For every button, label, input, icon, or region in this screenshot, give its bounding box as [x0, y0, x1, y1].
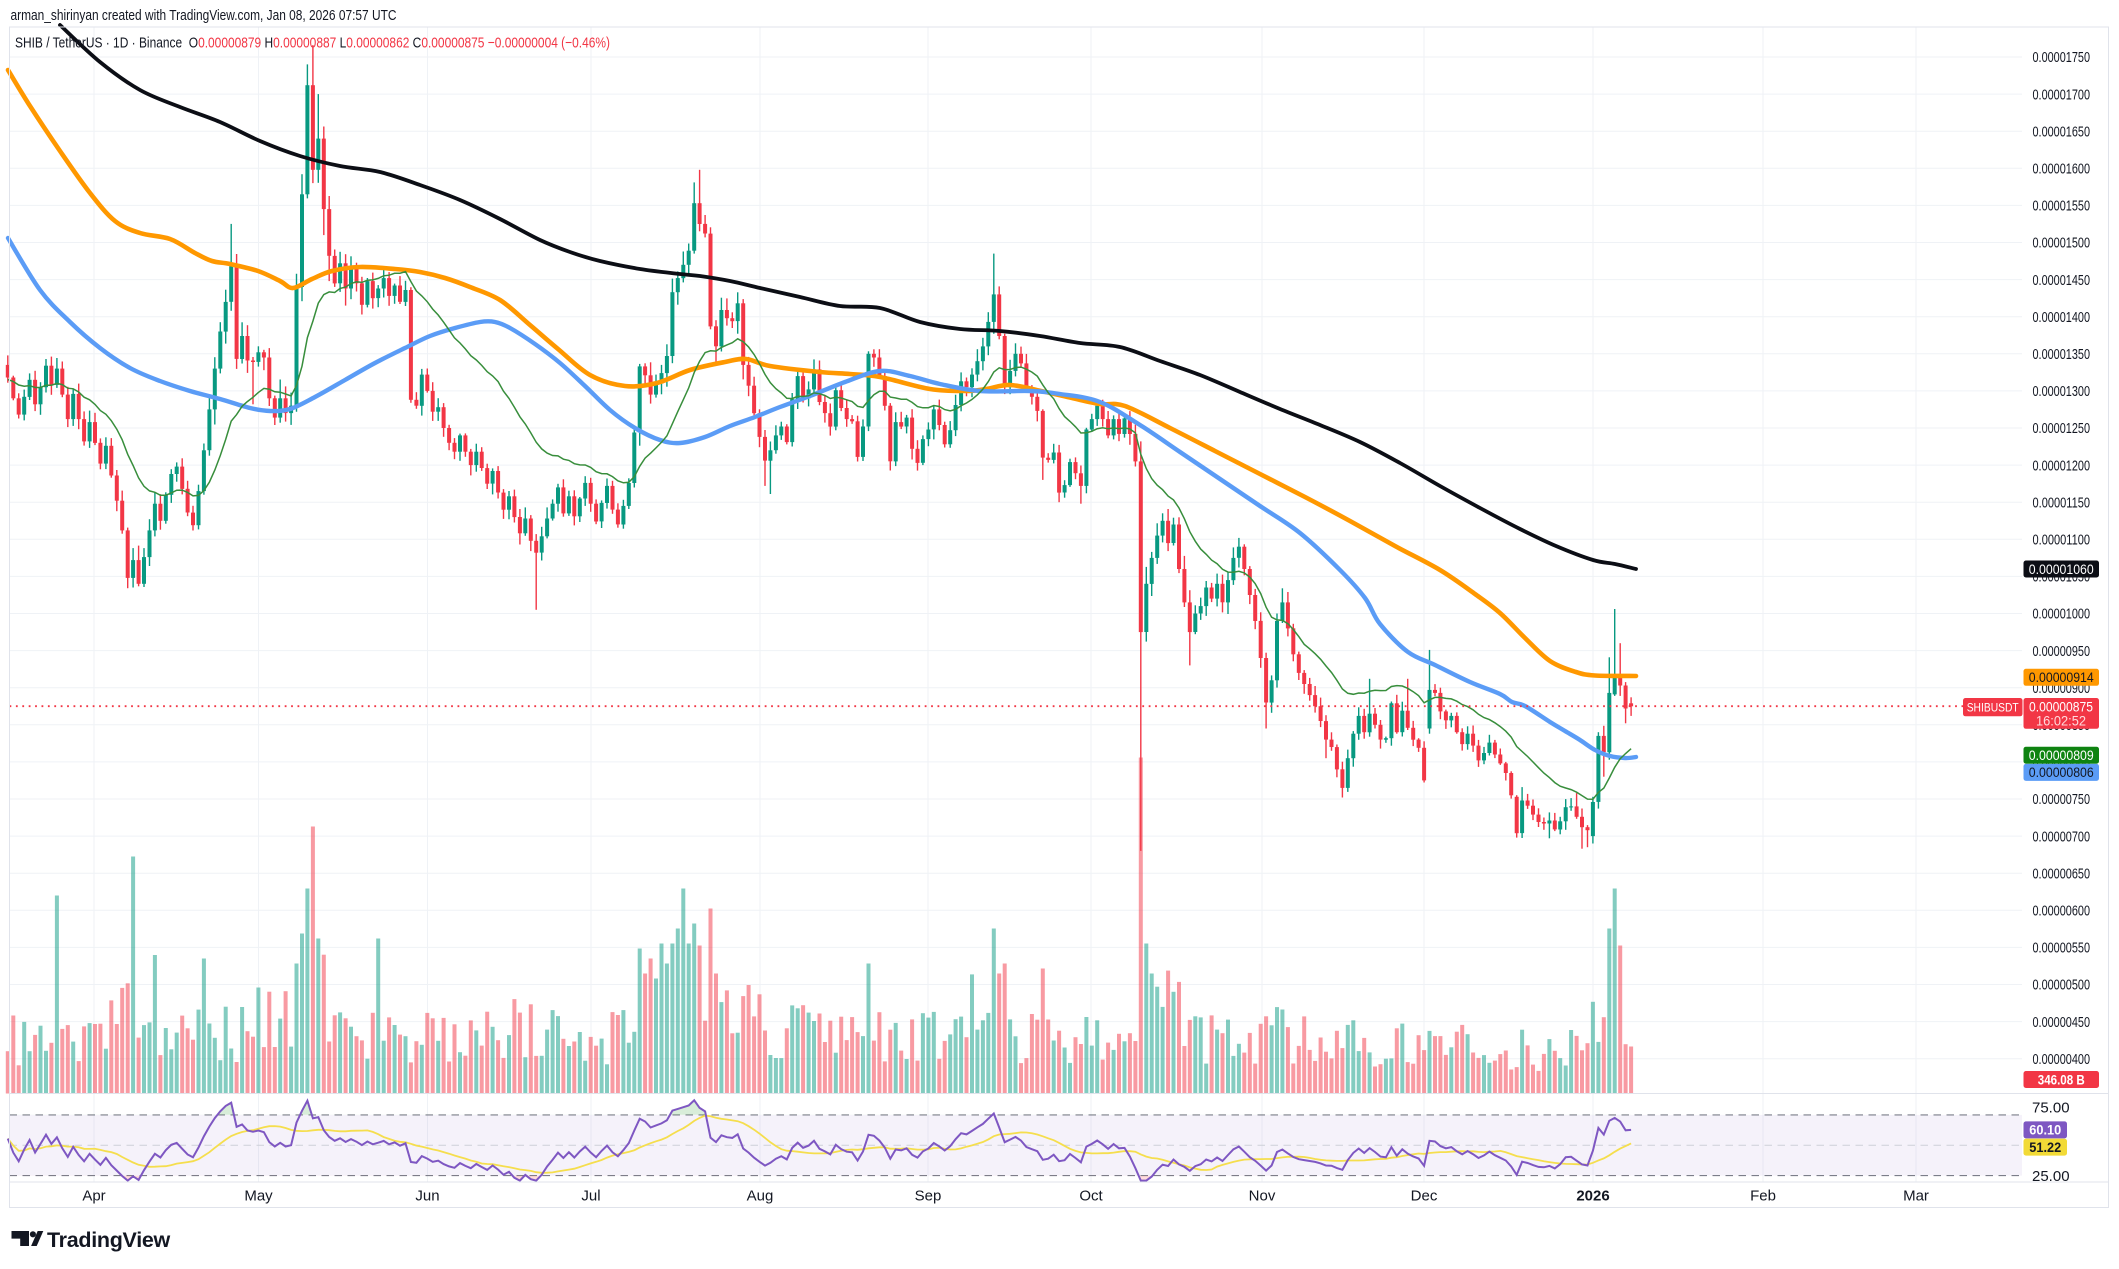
- svg-text:Mar: Mar: [1903, 1188, 1929, 1205]
- svg-text:0.00001100: 0.00001100: [2033, 533, 2091, 549]
- svg-text:Apr: Apr: [82, 1188, 105, 1205]
- svg-text:SHIBUSDT: SHIBUSDT: [1967, 701, 2020, 715]
- svg-text:May: May: [244, 1188, 273, 1205]
- svg-text:0.00001400: 0.00001400: [2033, 310, 2091, 326]
- svg-text:arman_shirinyan created with T: arman_shirinyan created with TradingView…: [11, 8, 397, 24]
- svg-text:Sep: Sep: [915, 1188, 942, 1205]
- svg-text:0.00000550: 0.00000550: [2033, 941, 2091, 957]
- svg-text:0.00000450: 0.00000450: [2033, 1015, 2091, 1031]
- svg-text:0.00000500: 0.00000500: [2033, 978, 2091, 994]
- svg-text:0.00000700: 0.00000700: [2033, 829, 2091, 845]
- svg-text:0.00000750: 0.00000750: [2033, 792, 2091, 808]
- svg-text:51.22: 51.22: [2029, 1140, 2061, 1155]
- svg-text:Jul: Jul: [581, 1188, 600, 1205]
- svg-text:60.10: 60.10: [2029, 1123, 2061, 1138]
- svg-text:0.00001300: 0.00001300: [2033, 384, 2091, 400]
- svg-text:0.00000600: 0.00000600: [2033, 904, 2091, 920]
- svg-text:0.00000806: 0.00000806: [2029, 765, 2094, 780]
- svg-text:0.00000914: 0.00000914: [2029, 670, 2094, 685]
- svg-text:346.08 B: 346.08 B: [2038, 1072, 2085, 1087]
- svg-text:0.00000875: 0.00000875: [2029, 700, 2093, 715]
- svg-text:0.00001550: 0.00001550: [2033, 199, 2091, 215]
- svg-text:0.00001600: 0.00001600: [2033, 162, 2091, 178]
- svg-text:Oct: Oct: [1079, 1188, 1103, 1205]
- svg-text:0.00001500: 0.00001500: [2033, 236, 2091, 252]
- svg-text:SHIB / TetherUS · 1D · Binance: SHIB / TetherUS · 1D · Binance O0.000008…: [15, 35, 610, 52]
- svg-text:0.00001650: 0.00001650: [2033, 124, 2091, 140]
- svg-text:25.00: 25.00: [2032, 1168, 2070, 1185]
- svg-text:0.00001700: 0.00001700: [2033, 87, 2091, 103]
- svg-text:16:02:52: 16:02:52: [2036, 714, 2086, 729]
- svg-text:0.00001350: 0.00001350: [2033, 347, 2091, 363]
- svg-text:0.00001750: 0.00001750: [2033, 50, 2091, 66]
- svg-text:0.00001150: 0.00001150: [2033, 495, 2091, 511]
- svg-text:Feb: Feb: [1750, 1188, 1776, 1205]
- svg-text:0.00001000: 0.00001000: [2033, 607, 2091, 623]
- svg-text:TradingView: TradingView: [47, 1228, 171, 1252]
- svg-text:Jun: Jun: [415, 1188, 439, 1205]
- svg-text:0.00000809: 0.00000809: [2029, 748, 2094, 763]
- svg-text:0.00001250: 0.00001250: [2033, 421, 2091, 437]
- svg-text:0.00000650: 0.00000650: [2033, 866, 2091, 882]
- svg-text:Dec: Dec: [1411, 1188, 1438, 1205]
- svg-text:Aug: Aug: [747, 1188, 774, 1205]
- svg-text:0.00001060: 0.00001060: [2029, 562, 2094, 577]
- svg-text:2026: 2026: [1576, 1188, 1609, 1205]
- svg-text:0.00001450: 0.00001450: [2033, 273, 2091, 289]
- svg-text:0.00000400: 0.00000400: [2033, 1052, 2091, 1068]
- svg-text:Nov: Nov: [1249, 1188, 1276, 1205]
- svg-text:0.00001200: 0.00001200: [2033, 458, 2091, 474]
- svg-text:75.00: 75.00: [2032, 1100, 2070, 1117]
- svg-text:0.00000950: 0.00000950: [2033, 644, 2091, 660]
